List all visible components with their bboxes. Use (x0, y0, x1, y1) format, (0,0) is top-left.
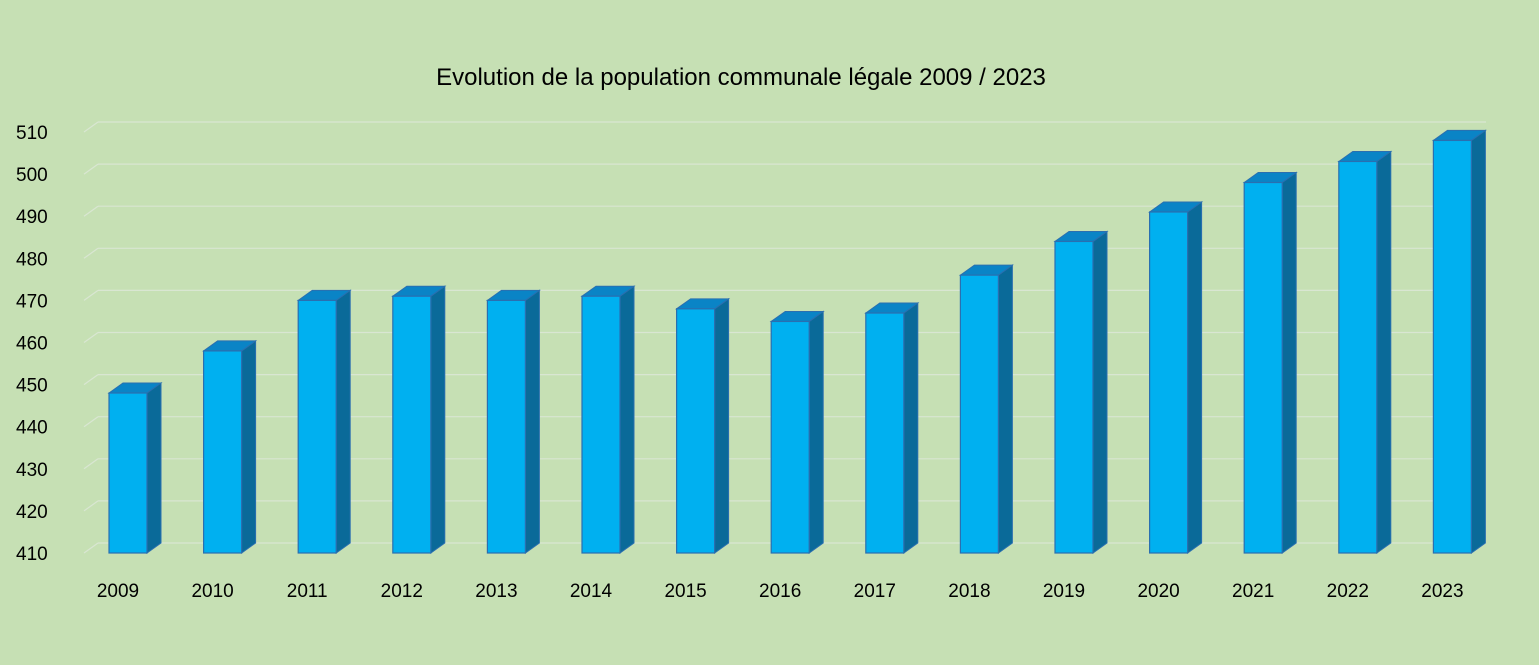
x-tick-label: 2010 (191, 581, 233, 602)
bar (486, 299, 526, 554)
bar-side (430, 285, 446, 554)
bar (203, 350, 243, 554)
bar-side (808, 310, 824, 554)
y-tick-label: 450 (16, 376, 48, 397)
gridline-depth (83, 205, 99, 217)
x-tick-label: 2012 (381, 581, 423, 602)
gridline-depth (83, 289, 99, 301)
bar (1432, 139, 1473, 554)
bar-side (903, 302, 919, 554)
y-tick-label: 440 (16, 418, 48, 439)
y-tick-label: 490 (16, 207, 48, 228)
bar (1054, 240, 1094, 554)
gridline-depth (83, 500, 99, 512)
x-tick-label: 2018 (948, 581, 990, 602)
y-tick-label: 480 (16, 249, 48, 270)
x-tick-label: 2016 (759, 581, 801, 602)
bar (865, 312, 905, 554)
bar-side (1470, 129, 1486, 554)
bar-side (1376, 150, 1392, 554)
bar (959, 274, 1000, 554)
y-tick-label: 460 (16, 334, 48, 355)
x-tick-label: 2023 (1421, 581, 1463, 602)
bar-side (1092, 230, 1108, 554)
bar (108, 392, 148, 554)
y-tick-label: 410 (16, 544, 48, 565)
x-tick-label: 2022 (1327, 581, 1369, 602)
gridline-depth (83, 416, 99, 428)
bar (770, 320, 810, 554)
gridline-depth (83, 458, 99, 470)
x-tick-label: 2020 (1137, 581, 1179, 602)
bar (675, 308, 716, 554)
y-tick-label: 420 (16, 502, 48, 523)
bar-side (146, 382, 162, 554)
y-tick-label: 470 (16, 291, 48, 312)
y-tick-label: 510 (16, 123, 48, 144)
bar (1243, 181, 1283, 554)
x-tick-label: 2009 (97, 581, 139, 602)
bar-side (997, 264, 1013, 554)
gridline-depth (83, 332, 99, 343)
bar-side (524, 289, 540, 554)
bar (392, 295, 432, 554)
gridline-depth (83, 247, 99, 259)
bar-side (1187, 201, 1203, 554)
bar-side (714, 297, 730, 554)
y-tick-label: 500 (16, 165, 48, 186)
bar (297, 299, 337, 554)
x-tick-label: 2015 (664, 581, 706, 602)
gridline-depth (83, 121, 99, 133)
x-tick-label: 2019 (1043, 581, 1085, 602)
x-tick-label: 2013 (475, 581, 517, 602)
x-tick-label: 2017 (854, 581, 896, 602)
bar-side (241, 339, 257, 554)
x-tick-label: 2014 (570, 581, 613, 602)
gridline-depth (83, 542, 99, 554)
bar-side (335, 289, 351, 554)
gridline-depth (83, 163, 99, 175)
bar (1148, 211, 1189, 554)
bar-side (1281, 171, 1297, 554)
x-tick-label: 2011 (287, 581, 328, 602)
gridline-depth (83, 374, 99, 386)
x-tick-label: 2021 (1232, 581, 1274, 602)
bar (581, 295, 621, 554)
bar-side (619, 285, 635, 554)
chart-title: Evolution de la population communale lég… (436, 64, 1046, 91)
y-tick-label: 430 (16, 460, 48, 481)
bar (1338, 160, 1378, 554)
